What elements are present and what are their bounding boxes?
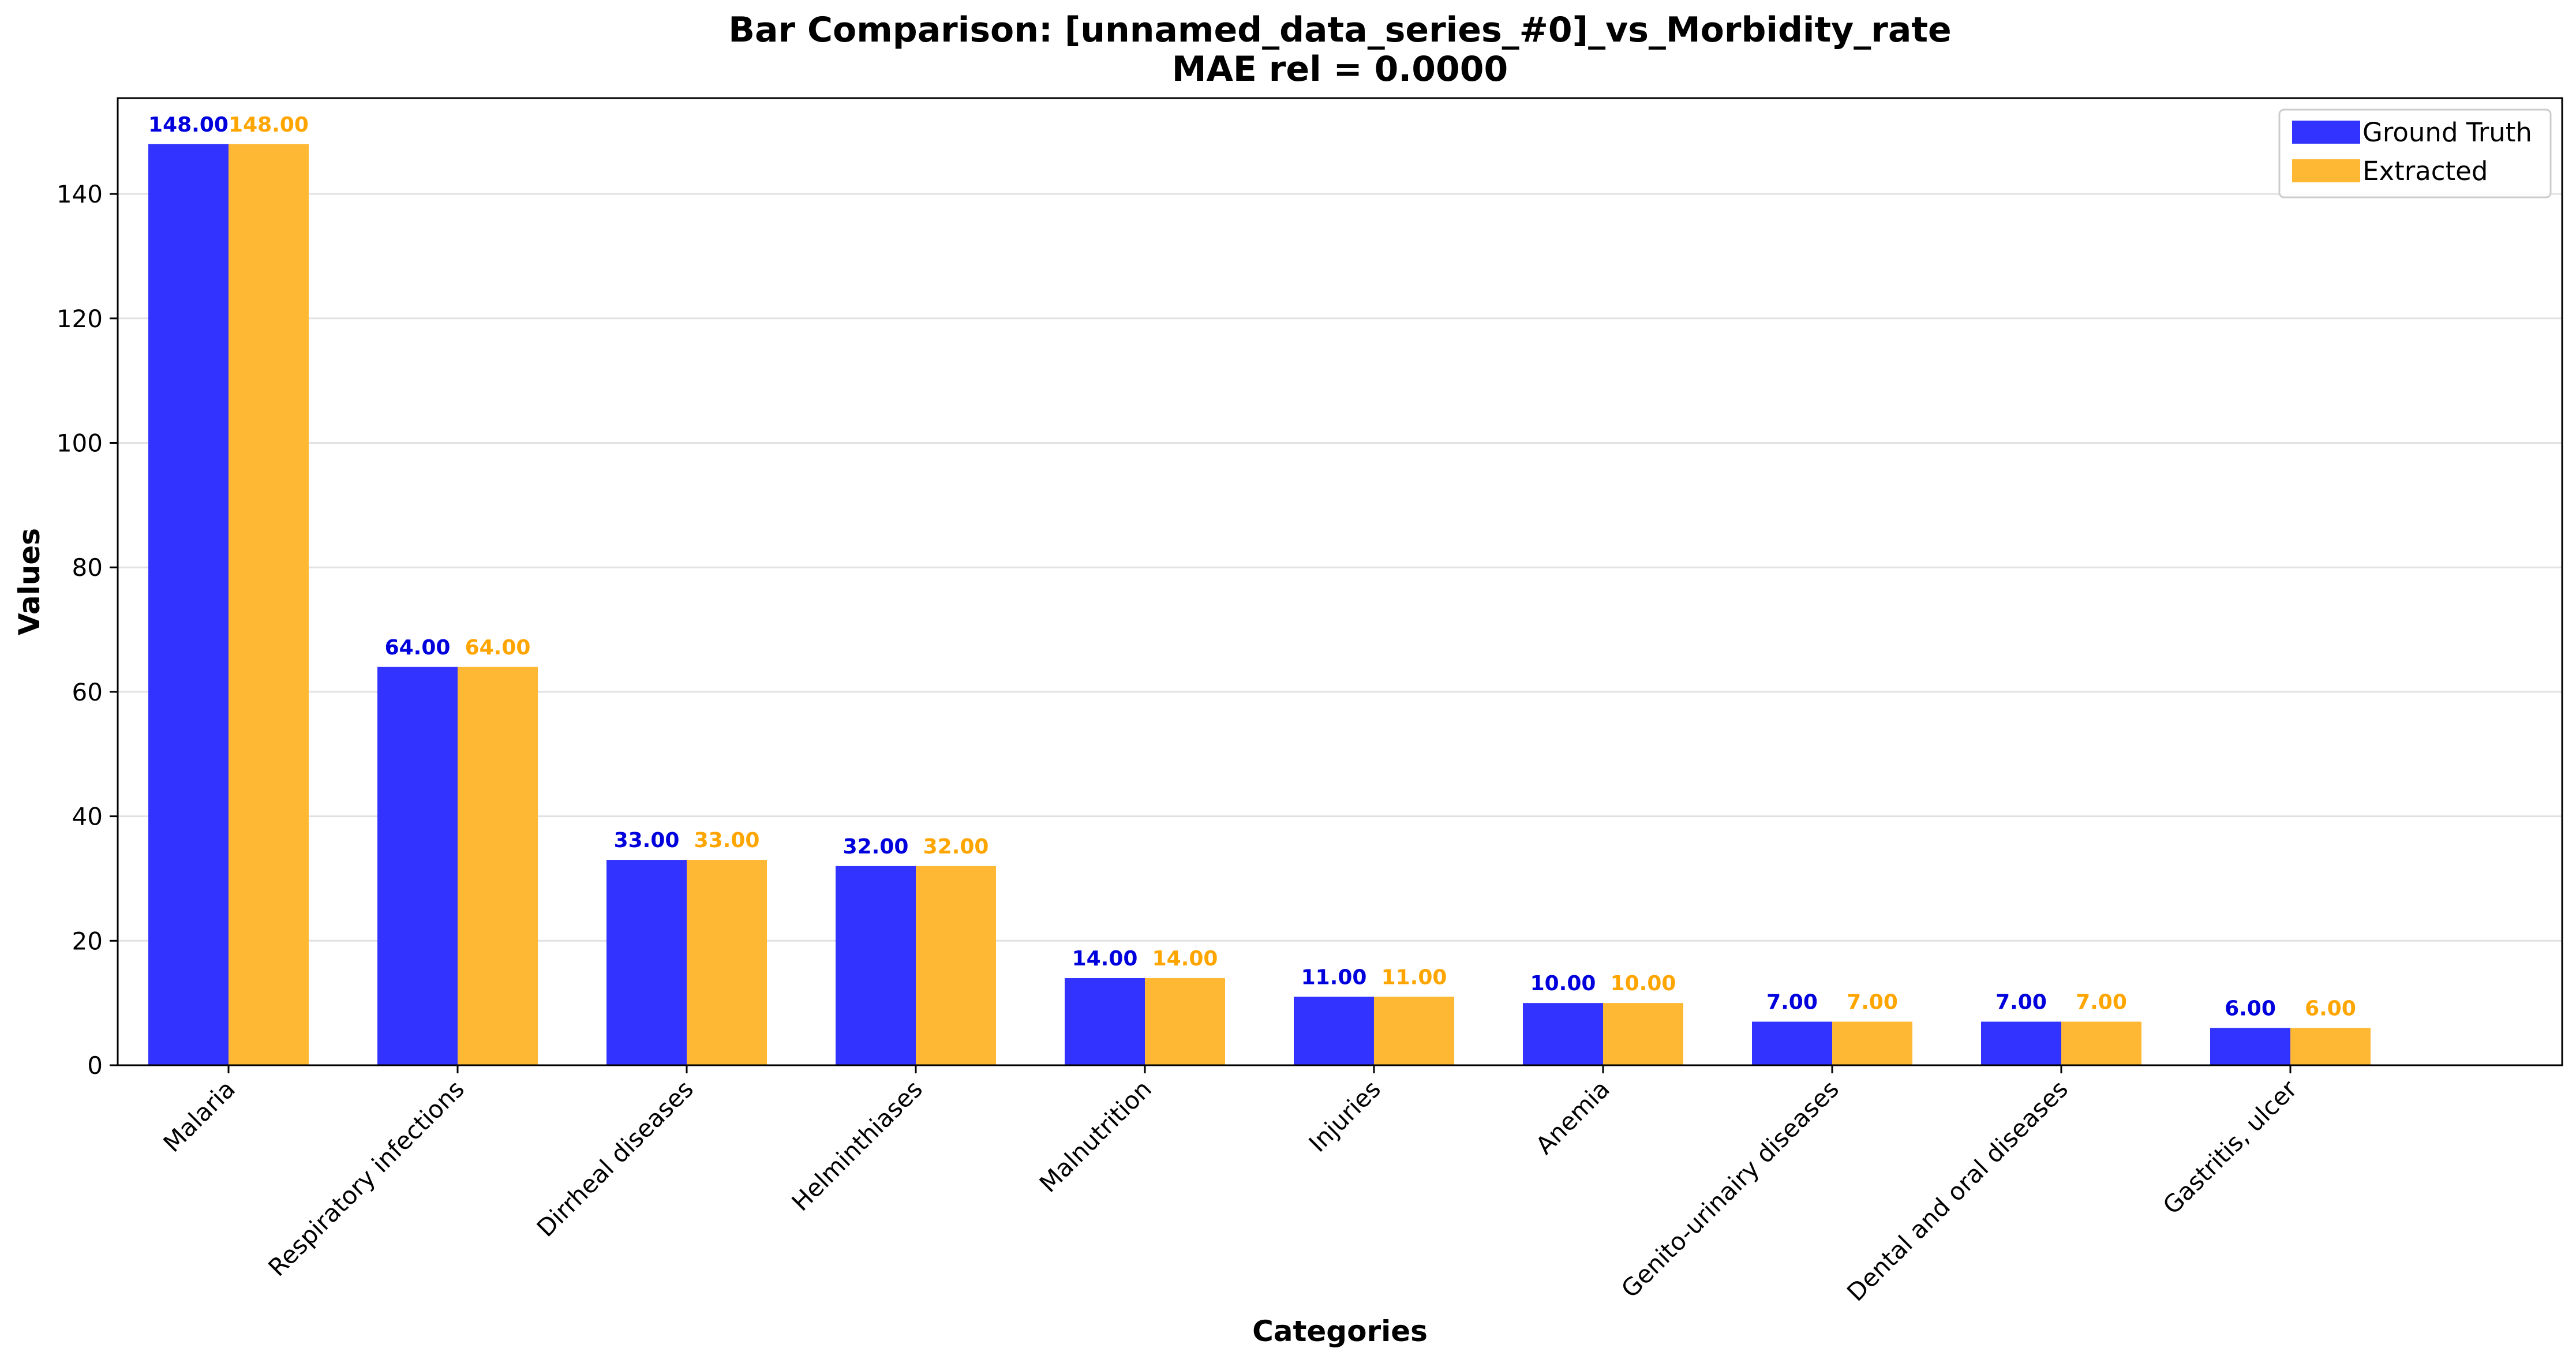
value-label-ground-truth: 148.00 <box>148 113 229 137</box>
legend-swatch-extracted <box>2292 159 2360 182</box>
value-label-extracted: 7.00 <box>2076 991 2127 1014</box>
bar-extracted <box>458 666 538 1065</box>
bar-marks <box>148 144 2371 1065</box>
value-label-extracted: 148.00 <box>229 113 309 137</box>
x-tick-label: Helminthiases <box>786 1074 928 1216</box>
value-label-extracted: 64.00 <box>465 636 531 660</box>
value-label-ground-truth: 33.00 <box>614 829 680 852</box>
chart-title-line-2: MAE rel = 0.0000 <box>1172 49 1508 89</box>
bar-extracted <box>1832 1021 1912 1065</box>
value-label-extracted: 10.00 <box>1611 972 1676 995</box>
x-tick-label: Anemia <box>1530 1074 1615 1159</box>
x-axis: Malaria Respiratory infections Dirrheal di… <box>158 1065 2303 1306</box>
bar-ground-truth <box>1752 1021 1832 1065</box>
y-tick-label: 100 <box>57 429 103 457</box>
value-label-extracted: 33.00 <box>694 829 760 852</box>
bar-ground-truth <box>1065 978 1145 1065</box>
bar-extracted <box>687 860 767 1065</box>
y-tick-label: 140 <box>57 180 103 208</box>
value-label-ground-truth: 6.00 <box>2225 997 2276 1020</box>
y-axis: 0 20 40 60 80 100 120 140 <box>57 180 118 1080</box>
value-label-extracted: 32.00 <box>923 835 989 859</box>
y-tick-label: 20 <box>72 927 103 955</box>
value-label-extracted: 7.00 <box>1847 991 1898 1014</box>
value-label-extracted: 14.00 <box>1152 947 1218 971</box>
x-tick-label: Dental and oral diseases <box>1841 1074 2073 1306</box>
y-tick-label: 80 <box>72 553 103 582</box>
y-tick-label: 120 <box>57 305 103 333</box>
legend-label-extracted: Extracted <box>2362 156 2488 186</box>
y-tick-label: 40 <box>72 803 103 831</box>
bar-ground-truth <box>2210 1028 2290 1065</box>
bar-ground-truth <box>606 860 687 1065</box>
legend-swatch-ground-truth <box>2292 121 2360 144</box>
legend-label-ground-truth: Ground Truth <box>2362 117 2532 148</box>
chart-title-line-1: Bar Comparison: [unnamed_data_series_#0]… <box>728 10 1951 50</box>
x-tick-label: Malaria <box>158 1074 241 1158</box>
value-label-extracted: 11.00 <box>1381 965 1447 989</box>
bar-ground-truth <box>148 144 229 1065</box>
bar-extracted <box>2290 1028 2371 1065</box>
bar-extracted <box>2061 1021 2141 1065</box>
value-label-ground-truth: 11.00 <box>1301 965 1367 989</box>
bar-ground-truth <box>1981 1021 2061 1065</box>
bar-extracted <box>1603 1003 1683 1065</box>
x-tick-label: Respiratory infections <box>263 1074 470 1282</box>
bar-ground-truth <box>1523 1003 1603 1065</box>
bar-value-labels: 148.00 64.00 33.00 32.00 14.00 11.00 10.00 7.00… <box>148 113 2356 1020</box>
bar-ground-truth <box>377 666 458 1065</box>
plot-area-frame <box>117 97 2563 1066</box>
value-label-ground-truth: 14.00 <box>1072 947 1138 971</box>
value-label-ground-truth: 64.00 <box>385 636 451 660</box>
y-axis-title: Values <box>13 528 46 635</box>
value-label-extracted: 6.00 <box>2305 997 2356 1020</box>
legend: Ground Truth Extracted <box>2278 108 2552 199</box>
value-label-ground-truth: 10.00 <box>1530 972 1596 995</box>
bar-extracted <box>916 866 996 1065</box>
value-label-ground-truth: 32.00 <box>843 835 909 859</box>
x-axis-title: Categories <box>1252 1315 1428 1348</box>
y-tick-label: 0 <box>87 1051 103 1080</box>
x-tick-label: Dirrheal diseases <box>531 1074 699 1242</box>
bar-extracted <box>1374 997 1454 1065</box>
value-label-ground-truth: 7.00 <box>1766 991 1818 1014</box>
x-tick-label: Malnutrition <box>1034 1074 1157 1197</box>
x-tick-label: Injuries <box>1304 1074 1387 1158</box>
bar-ground-truth <box>836 866 916 1065</box>
bar-extracted <box>1145 978 1225 1065</box>
value-label-ground-truth: 7.00 <box>1995 991 2047 1014</box>
bar-extracted <box>229 144 309 1065</box>
x-tick-label: Gastritis, ulcer <box>2157 1074 2302 1220</box>
y-tick-label: 60 <box>72 678 103 706</box>
bar-ground-truth <box>1294 997 1374 1065</box>
x-tick-label: Genito-urinairy diseases <box>1616 1074 1844 1303</box>
